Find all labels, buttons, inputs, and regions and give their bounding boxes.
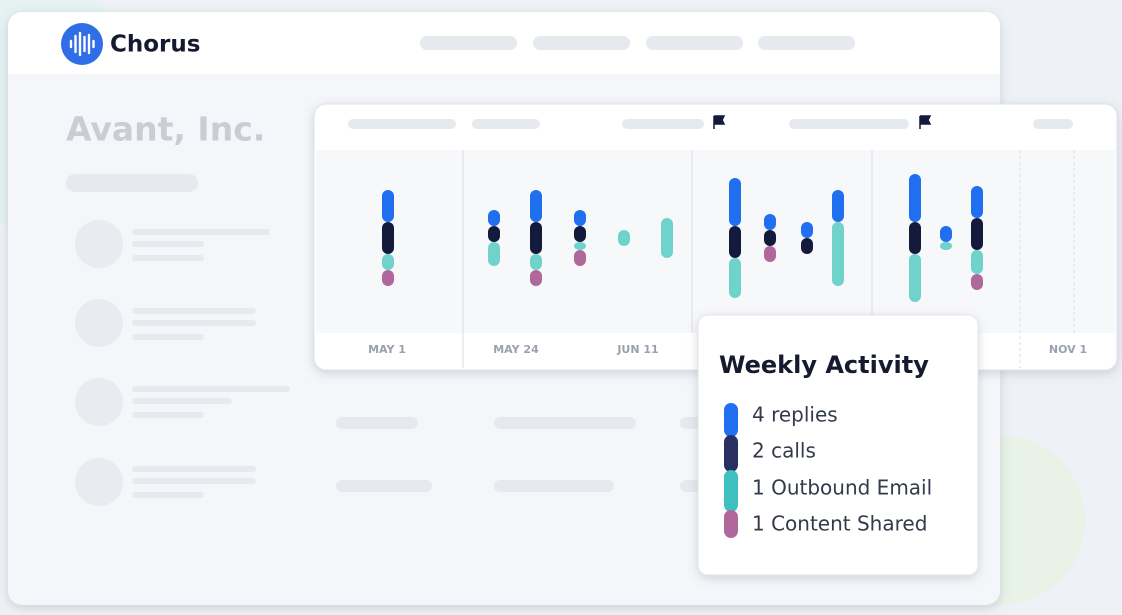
activity-segment <box>832 190 844 222</box>
logo-text: Chorus <box>110 32 200 58</box>
left-placeholders <box>66 174 710 506</box>
activity-segment <box>530 190 542 222</box>
logo-icon <box>61 23 103 65</box>
date-label: JUN 11 <box>616 343 658 356</box>
activity-segment <box>488 242 500 266</box>
activity-segment <box>530 254 542 270</box>
date-label: MAY 24 <box>493 343 539 356</box>
legend-label: 4 replies <box>752 403 838 427</box>
activity-segment <box>382 222 394 254</box>
activity-segment <box>382 254 394 270</box>
activity-segment <box>574 226 586 242</box>
legend-swatch <box>724 403 738 437</box>
activity-segment <box>971 250 983 274</box>
activity-segment <box>382 270 394 286</box>
activity-segment <box>729 258 741 298</box>
legend-swatch <box>724 435 738 472</box>
activity-segment <box>801 238 813 254</box>
date-label: MAY 1 <box>368 343 406 356</box>
activity-segment <box>574 250 586 266</box>
activity-segment <box>618 230 630 246</box>
activity-segment <box>832 222 844 286</box>
date-label: NOV 1 <box>1049 343 1087 356</box>
account-title: Avant, Inc. <box>66 110 265 149</box>
activity-segment <box>764 230 776 246</box>
activity-segment <box>729 178 741 226</box>
tooltip-card <box>697 314 979 576</box>
activity-segment <box>530 270 542 286</box>
legend-swatch <box>724 510 738 538</box>
logo-wave <box>69 31 95 57</box>
activity-segment <box>574 210 586 226</box>
timeline-plot <box>316 150 1115 333</box>
activity-bars <box>382 174 983 302</box>
activity-segment <box>940 226 952 242</box>
date-labels: MAY 1 MAY 24 JUN 11 NOV 1 <box>368 343 1087 356</box>
activity-segment <box>909 254 921 302</box>
activity-segment <box>971 186 983 218</box>
legend-label: 1 Content Shared <box>752 512 927 536</box>
activity-segment <box>801 222 813 238</box>
timeline-header-placeholders <box>348 115 1073 129</box>
activity-segment <box>729 226 741 258</box>
activity-segment <box>382 190 394 222</box>
activity-segment <box>764 246 776 262</box>
nav-placeholders <box>420 36 855 50</box>
week-dividers <box>462 150 1075 368</box>
activity-segment <box>488 210 500 226</box>
activity-segment <box>971 218 983 250</box>
activity-segment <box>909 174 921 222</box>
activity-segment <box>909 222 921 254</box>
activity-segment <box>661 218 673 258</box>
activity-segment <box>574 242 586 250</box>
activity-segment <box>940 242 952 250</box>
activity-segment <box>764 214 776 230</box>
activity-segment <box>488 226 500 242</box>
activity-segment <box>530 222 542 254</box>
legend-swatch <box>724 470 738 512</box>
legend-label: 2 calls <box>752 439 816 463</box>
tooltip-title: Weekly Activity <box>719 351 929 379</box>
activity-segment <box>971 274 983 290</box>
tooltip-legend: 4 replies 2 calls 1 Outbound Email 1 Conten… <box>724 403 932 538</box>
legend-label: 1 Outbound Email <box>752 476 932 500</box>
